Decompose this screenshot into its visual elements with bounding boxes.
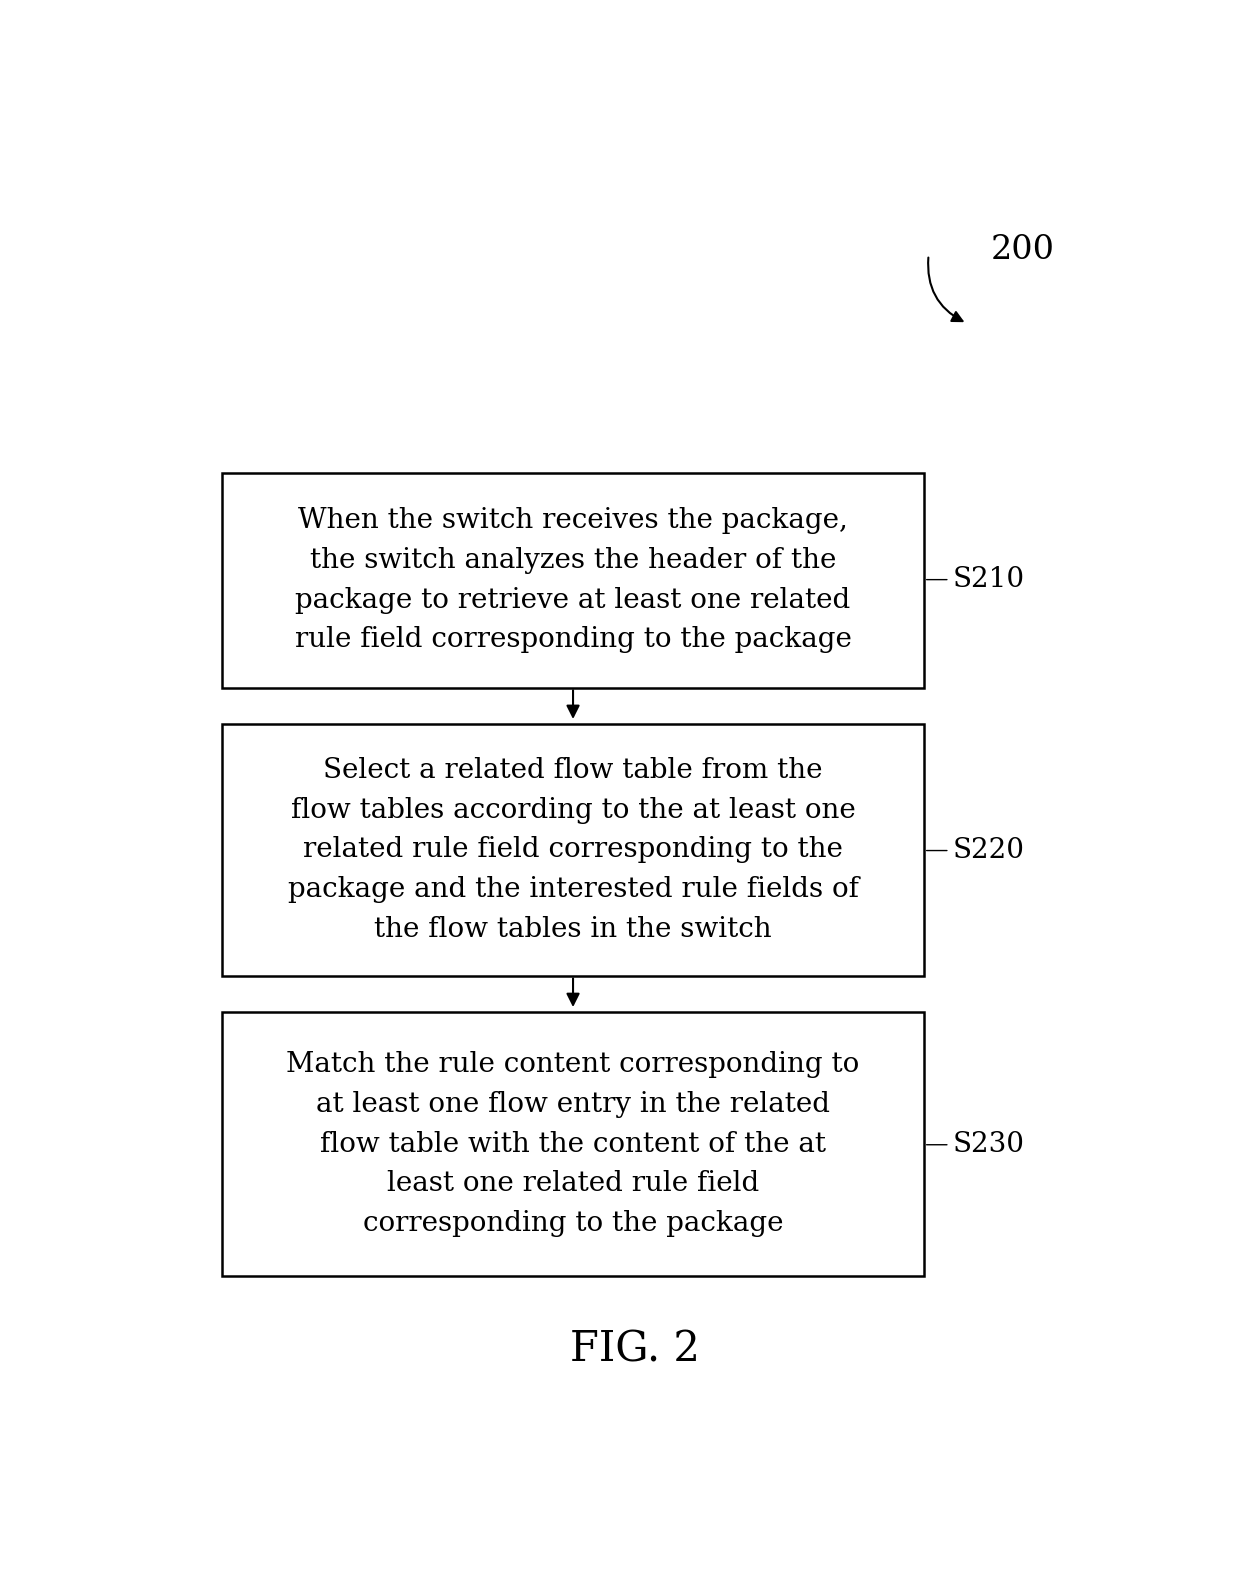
- Text: S230: S230: [952, 1132, 1024, 1159]
- Text: FIG. 2: FIG. 2: [570, 1328, 701, 1371]
- Text: Select a related flow table from the
flow tables according to the at least one
r: Select a related flow table from the flo…: [288, 758, 858, 942]
- Text: S210: S210: [952, 567, 1024, 594]
- Text: Match the rule content corresponding to
at least one flow entry in the related
f: Match the rule content corresponding to …: [286, 1051, 859, 1237]
- Text: S220: S220: [952, 837, 1024, 864]
- Bar: [222, 724, 924, 976]
- Text: 200: 200: [991, 234, 1055, 266]
- Bar: [222, 473, 924, 688]
- Text: When the switch receives the package,
the switch analyzes the header of the
pack: When the switch receives the package, th…: [295, 508, 852, 653]
- Bar: [222, 1013, 924, 1275]
